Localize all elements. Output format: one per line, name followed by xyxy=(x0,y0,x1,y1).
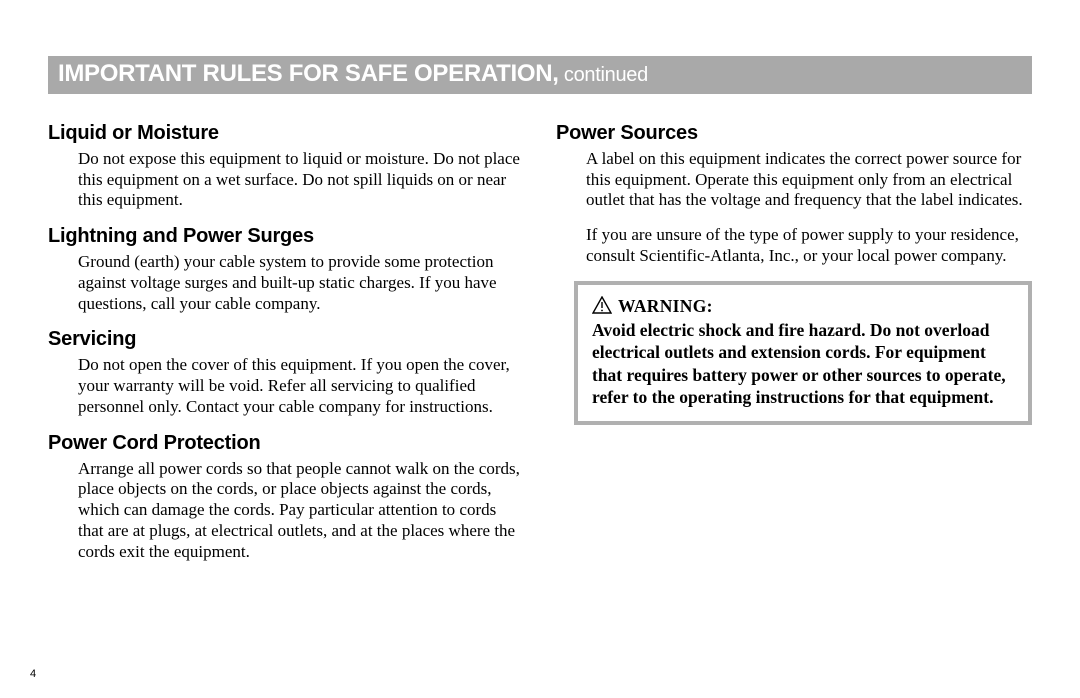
section-body-servicing: Do not open the cover of this equipment.… xyxy=(48,355,524,417)
section-body-power-sources-1: A label on this equipment indicates the … xyxy=(556,149,1032,211)
section-body-liquid: Do not expose this equipment to liquid o… xyxy=(48,149,524,211)
columns: Liquid or Moisture Do not expose this eq… xyxy=(48,110,1032,576)
warning-label: WARNING: xyxy=(618,296,713,316)
header-bar: IMPORTANT RULES FOR SAFE OPERATION, cont… xyxy=(48,56,1032,94)
section-body-power-cord: Arrange all power cords so that people c… xyxy=(48,459,524,563)
section-title-lightning: Lightning and Power Surges xyxy=(48,225,524,248)
left-column: Liquid or Moisture Do not expose this eq… xyxy=(48,110,524,576)
page-number: 4 xyxy=(30,668,36,680)
section-body-lightning: Ground (earth) your cable system to prov… xyxy=(48,252,524,314)
section-title-power-cord: Power Cord Protection xyxy=(48,432,524,455)
right-column: Power Sources A label on this equipment … xyxy=(556,110,1032,576)
header-main: IMPORTANT RULES FOR SAFE OPERATION, xyxy=(58,60,559,87)
section-title-servicing: Servicing xyxy=(48,328,524,351)
section-body-power-sources-2: If you are unsure of the type of power s… xyxy=(556,225,1032,266)
header-continued: continued xyxy=(559,64,648,86)
warning-text: Avoid electric shock and fire hazard. Do… xyxy=(592,320,1006,407)
warning-triangle-icon xyxy=(592,296,612,319)
page: IMPORTANT RULES FOR SAFE OPERATION, cont… xyxy=(0,0,1080,698)
section-title-power-sources: Power Sources xyxy=(556,122,1032,145)
section-title-liquid: Liquid or Moisture xyxy=(48,122,524,145)
warning-box: WARNING: Avoid electric shock and fire h… xyxy=(574,281,1032,425)
